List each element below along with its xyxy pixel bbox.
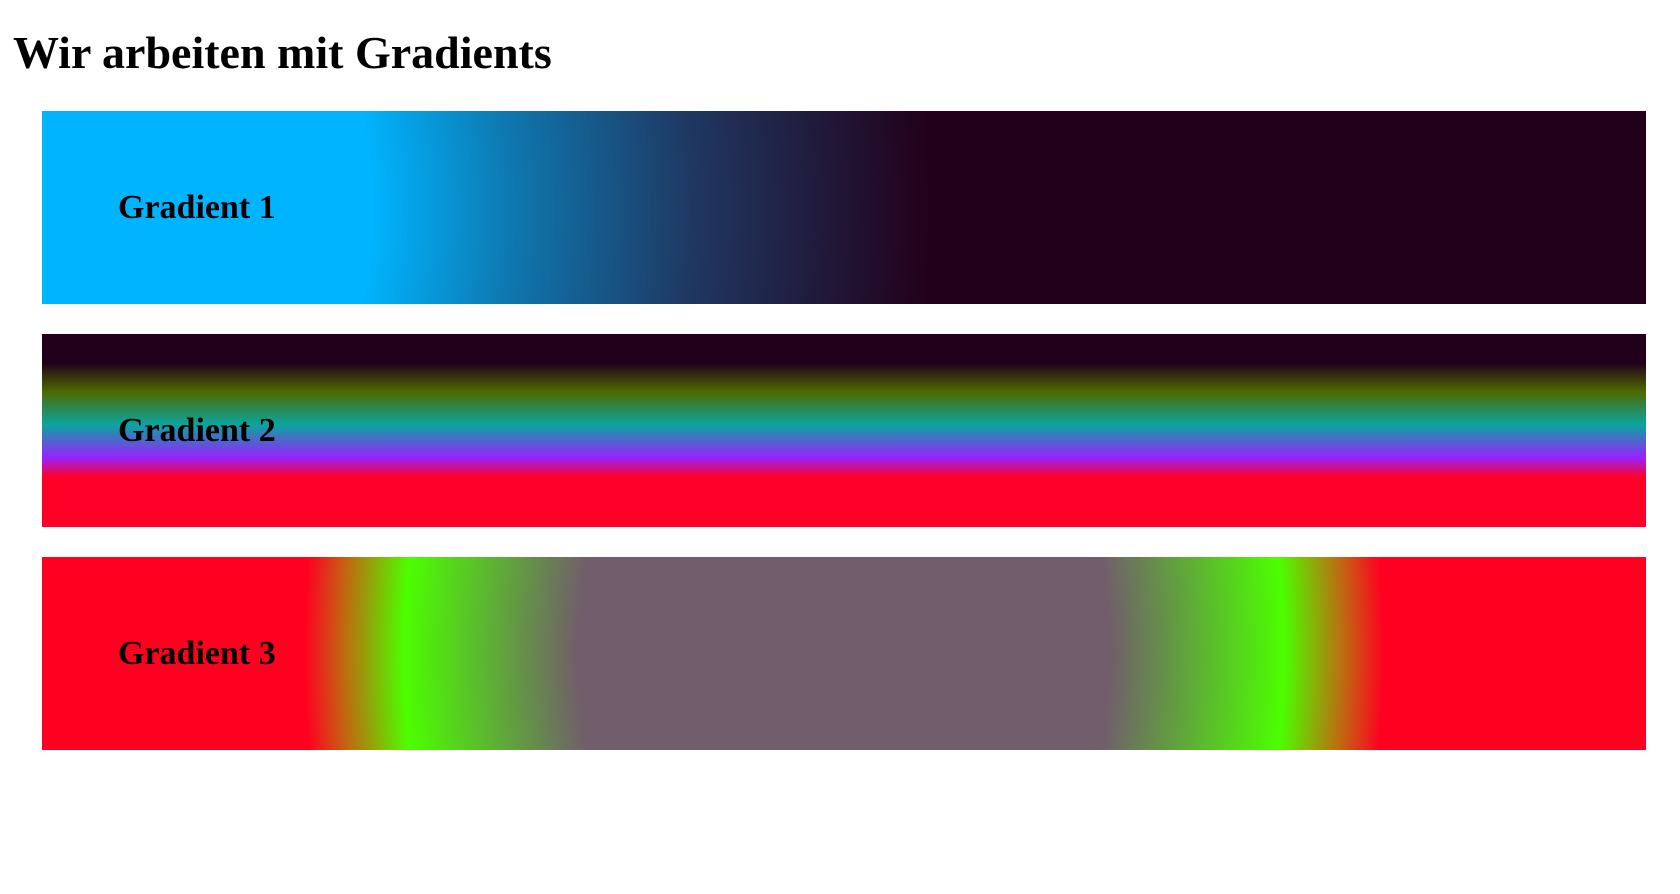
gradient-box-3: Gradient 3	[42, 557, 1646, 750]
gradient-label-2: Gradient 2	[118, 411, 276, 449]
page-title: Wir arbeiten mit Gradients	[13, 27, 552, 78]
gradient-box-1: Gradient 1	[42, 111, 1646, 304]
gradient-box-2: Gradient 2	[42, 334, 1646, 527]
gradient-label-3: Gradient 3	[118, 634, 276, 672]
gradient-label-1: Gradient 1	[118, 188, 276, 226]
